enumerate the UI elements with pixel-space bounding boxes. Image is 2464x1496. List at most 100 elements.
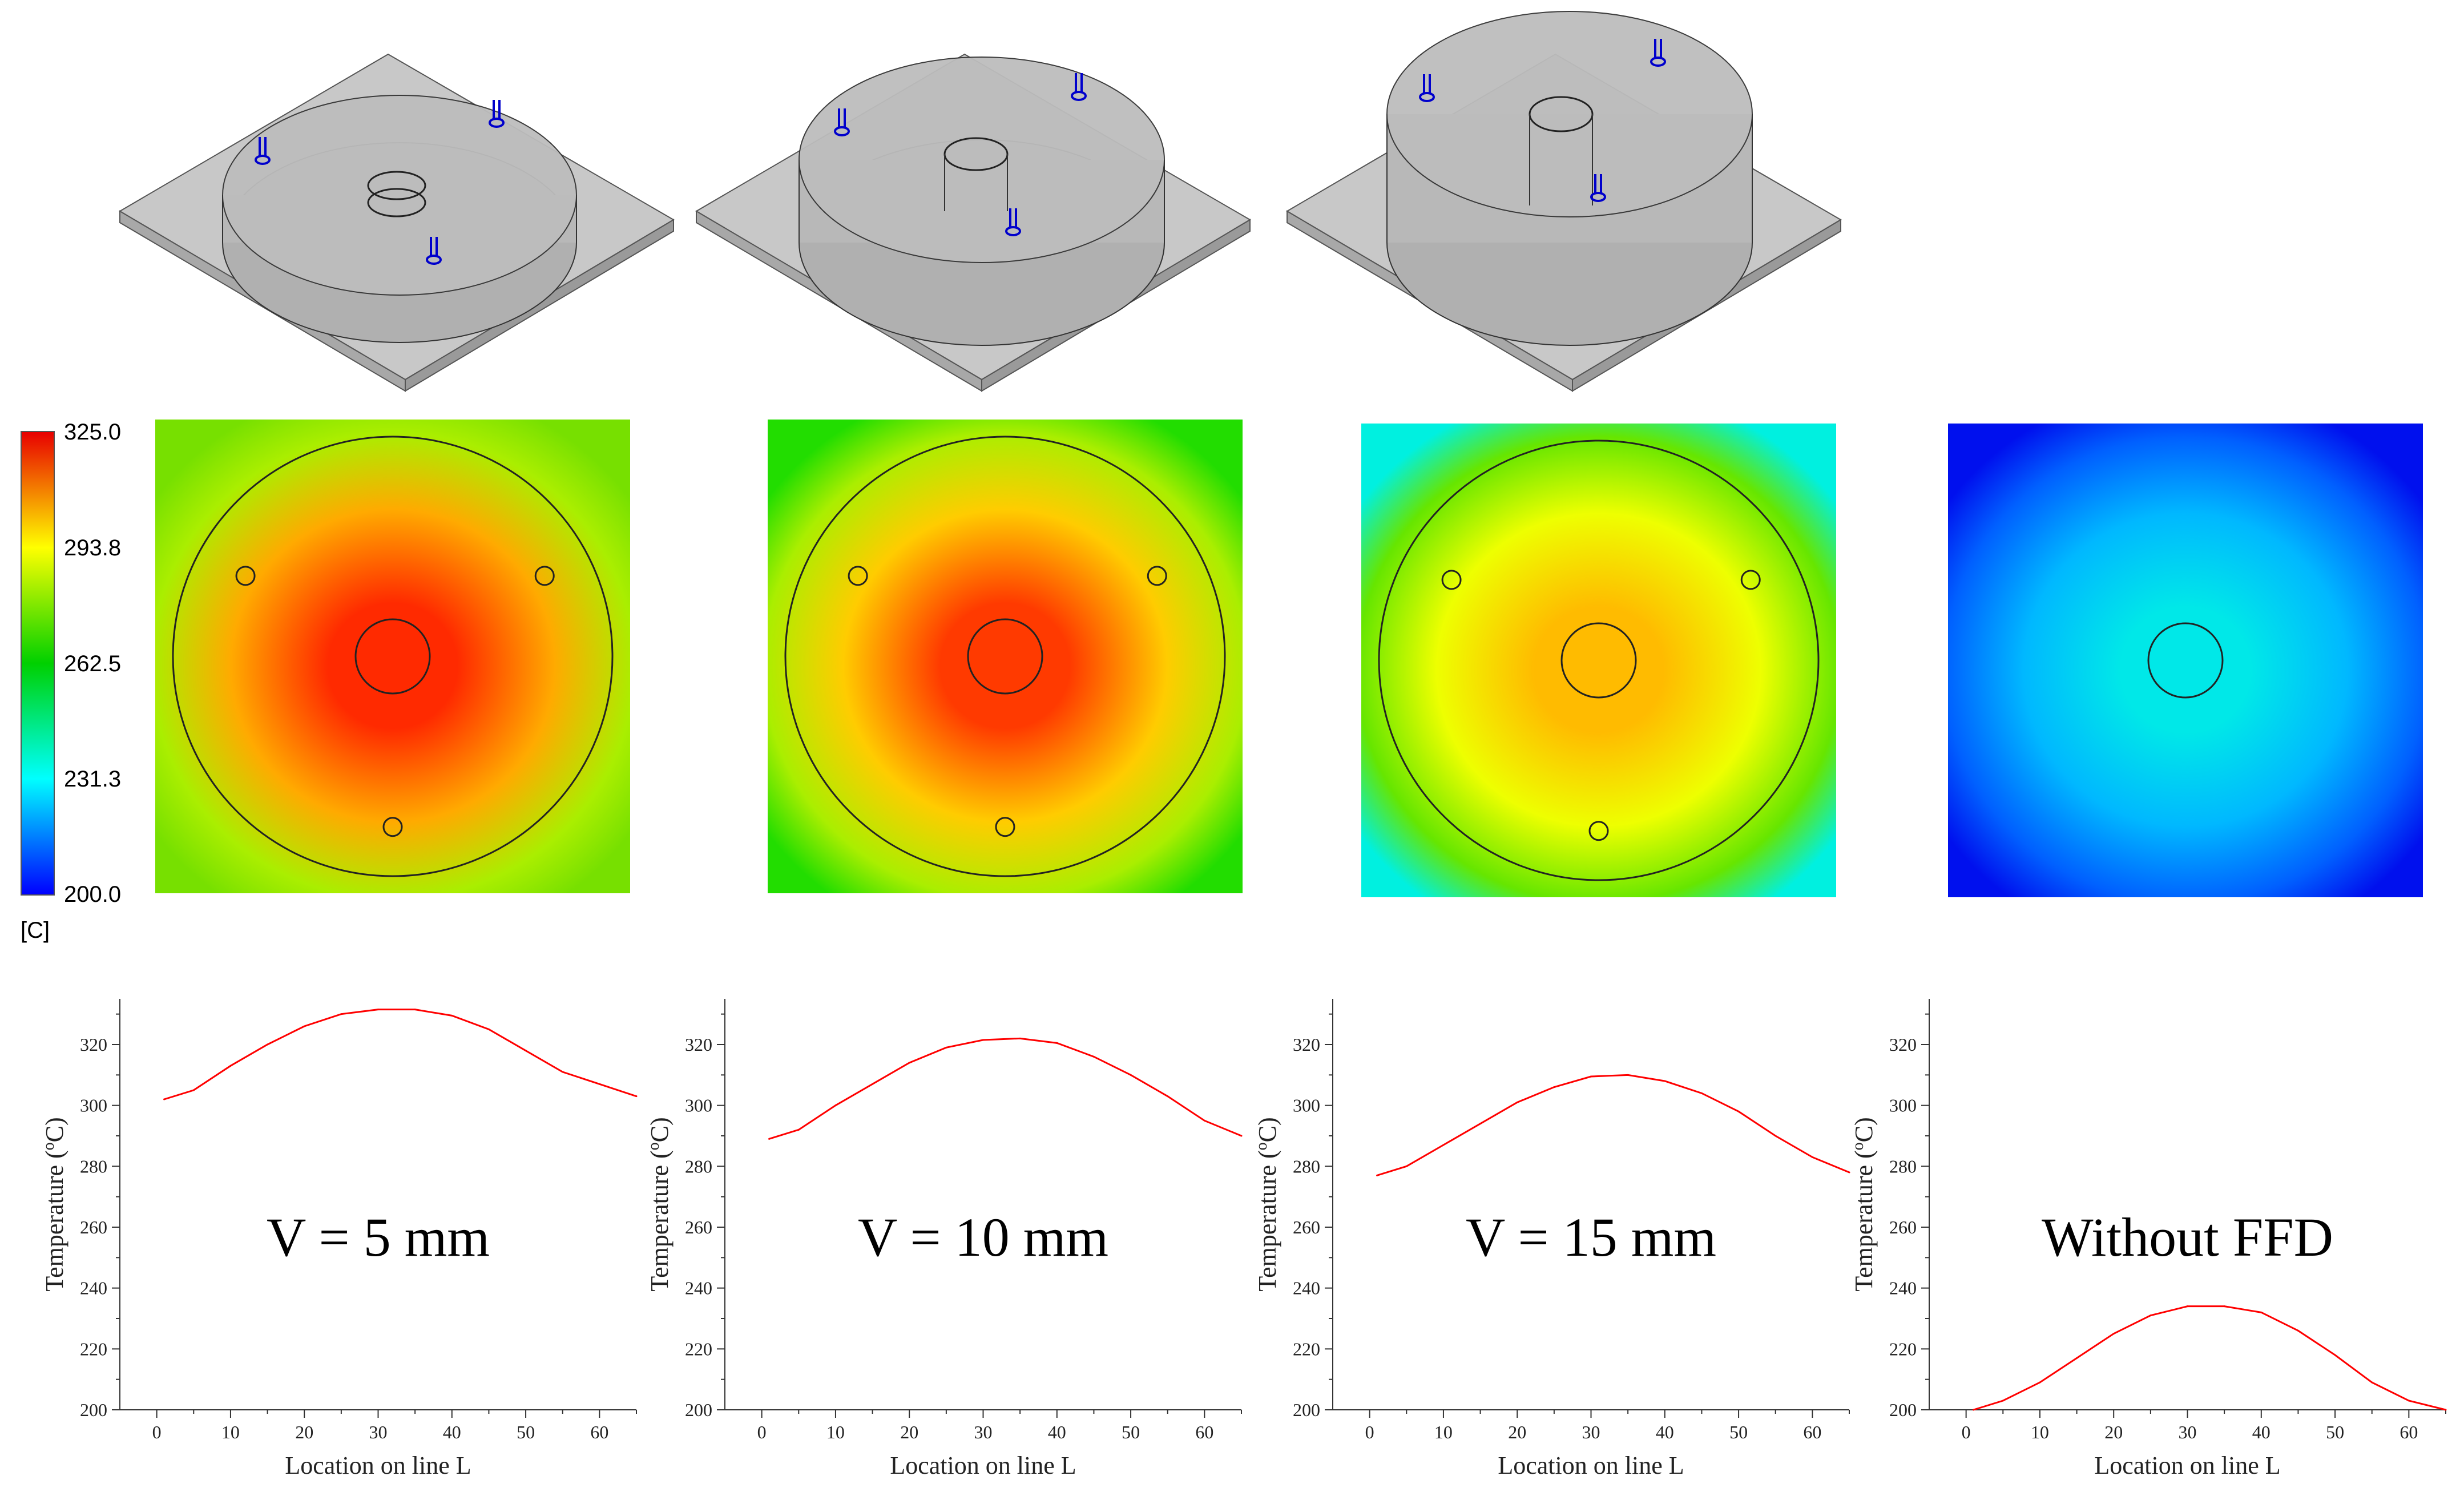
data-point [2187,1305,2188,1308]
data-point [163,1098,166,1100]
y-tick-label: 300 [1293,1095,1320,1116]
y-axis-label: Temperature (oC) [40,1117,68,1291]
data-point [1627,1074,1629,1076]
data-point [451,1014,453,1017]
x-tick-label: 10 [1434,1422,1453,1442]
x-tick-label: 40 [1656,1422,1674,1442]
x-tick-label: 10 [221,1422,240,1442]
x-tick-label: 40 [443,1422,461,1442]
central-hole [967,618,1043,695]
data-point [598,1083,600,1085]
y-tick-label: 220 [80,1338,107,1359]
data-point [229,1064,232,1067]
data-point [1056,1042,1058,1044]
x-tick-label: 20 [2104,1422,2123,1442]
data-point [1240,1135,1243,1137]
x-tick-label: 10 [826,1422,845,1442]
y-tick-label: 280 [1293,1156,1320,1176]
colorbar-label-max: 325.0 [64,420,122,445]
x-tick-label: 20 [1508,1422,1526,1442]
coolant-hole-1 [235,566,256,586]
data-point [1973,1409,1975,1411]
data-point [1590,1075,1592,1078]
coolant-hole-3 [382,817,403,837]
x-axis-label: Location on line L [1498,1451,1684,1479]
x-tick-label: 60 [2400,1422,2418,1442]
data-point [1442,1144,1445,1146]
data-point [1516,1101,1518,1103]
x-tick-label: 0 [1962,1422,1971,1442]
ffd-outer-boundary [172,436,614,877]
model-3d-v5 [119,53,675,392]
data-point [340,1013,342,1015]
x-tick-label: 60 [1195,1422,1213,1442]
y-axis-label: Temperature (oC) [1253,1117,1281,1291]
y-tick-label: 240 [685,1278,712,1299]
x-tick-label: 50 [1729,1422,1748,1442]
data-point [414,1009,416,1011]
coolant-hole-3 [1588,821,1609,841]
data-point [2297,1329,2299,1332]
data-point [2260,1311,2263,1313]
x-tick-label: 50 [517,1422,535,1442]
data-point [1664,1080,1666,1082]
x-axis-label: Location on line L [890,1451,1076,1479]
chart-title: V = 5 mm [267,1207,490,1268]
line-chart-v15: 200 220 240 260 280 300 320 0 10 20 30 40 50 60 Locati… [1253,999,1850,1479]
data-point [768,1138,771,1140]
y-axis-label: Temperature (oC) [1849,1117,1878,1291]
x-tick-label: 0 [152,1422,162,1442]
x-tick-label: 10 [2031,1422,2049,1442]
y-tick-label: 320 [1889,1034,1917,1055]
data-point [2334,1354,2336,1356]
heatmap-without-ffd [1948,424,2423,897]
coolant-markers [255,100,505,265]
y-tick-label: 260 [1293,1217,1320,1237]
line-chart-v10: 200 220 240 260 280 300 320 0 10 20 30 40 50 60 Locati… [645,999,1243,1479]
data-point [377,1009,379,1011]
data-point [267,1043,269,1046]
data-point [2039,1381,2041,1384]
data-point [562,1071,564,1073]
data-point [1775,1135,1777,1137]
colorbar-unit: [C] [21,918,50,943]
x-tick-label: 0 [1365,1422,1374,1442]
data-point [1167,1095,1169,1098]
x-tick-label: 40 [2252,1422,2271,1442]
chart-title: V = 10 mm [858,1207,1108,1268]
y-tick-label: 300 [685,1095,712,1116]
colorbar-label-min: 200.0 [64,882,122,907]
y-axis-label: Temperature (oC) [645,1117,674,1291]
model-ffd-disc [799,57,1165,346]
y-tick-label: 260 [685,1217,712,1237]
y-tick-label: 220 [1889,1338,1917,1359]
colorbar-label-3: 262.5 [64,651,122,676]
data-point [303,1025,305,1027]
data-point [1700,1092,1703,1094]
data-point [945,1046,947,1049]
chart-title: Without FFD [2042,1207,2333,1268]
series-line [1377,1074,1850,1176]
coolant-hole-2 [1147,566,1167,586]
y-tick-label: 200 [80,1400,107,1420]
x-tick-label: 40 [1048,1422,1066,1442]
colorbar-label-2: 293.8 [64,535,122,561]
data-point [2002,1400,2004,1402]
data-point [1848,1171,1850,1174]
data-point [1019,1037,1021,1039]
model-3d-v15 [1286,11,1842,392]
series-line [1973,1305,2446,1411]
y-tick-label: 320 [685,1034,712,1055]
data-point [2076,1357,2078,1359]
y-tick-label: 320 [80,1034,107,1055]
model-ffd-disc [222,95,577,343]
data-point [192,1089,195,1091]
series-line [164,1009,637,1100]
y-tick-label: 240 [1889,1278,1917,1299]
y-tick-label: 240 [1293,1278,1320,1299]
data-point [2407,1400,2410,1402]
x-tick-label: 60 [1803,1422,1821,1442]
y-tick-label: 200 [685,1400,712,1420]
x-tick-label: 30 [974,1422,993,1442]
colorbar-label-4: 231.3 [64,767,122,792]
